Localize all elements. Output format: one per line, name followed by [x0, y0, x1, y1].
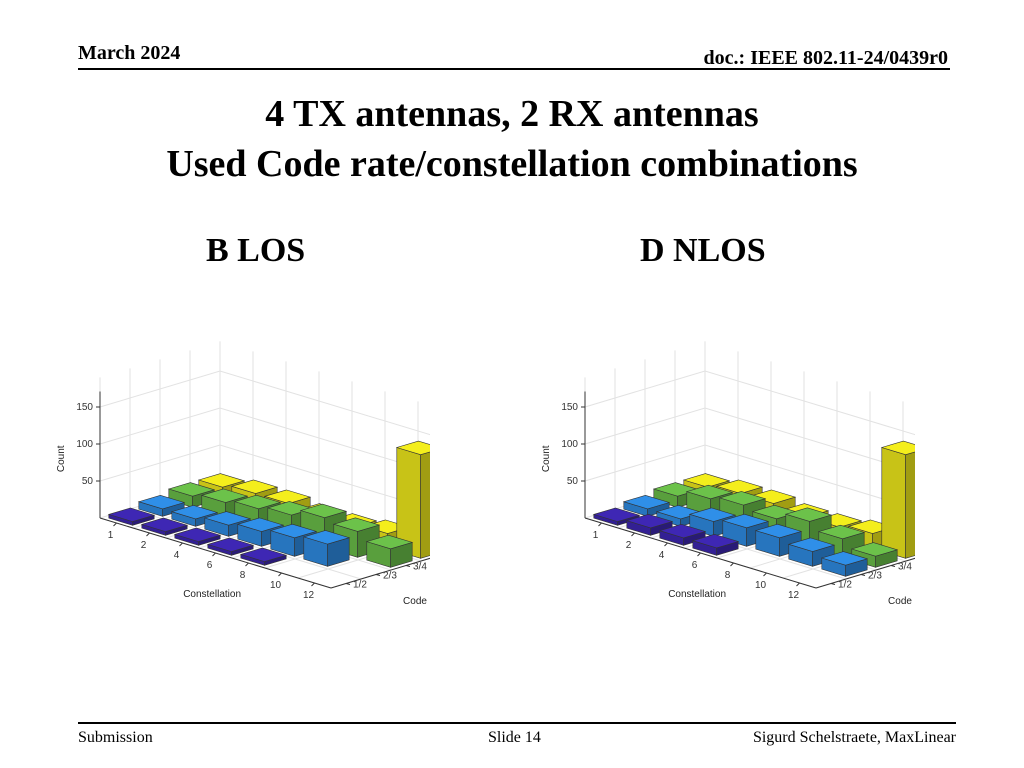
footer-rule: [78, 722, 956, 724]
chart-title-d-nlos: D NLOS: [640, 232, 766, 269]
x-tick-label: 10: [755, 580, 767, 591]
x-tick: [697, 552, 701, 557]
bar-12-2-3: [820, 551, 869, 577]
chart-d-nlos: 50 100 150 Count 1 2 4 6 8 10 12 Constellation 1/2 2/…: [535, 330, 915, 630]
x-tick-label: 12: [303, 590, 315, 601]
y-axis-label: Code rate: [888, 596, 915, 607]
bar-10-2-3: [302, 530, 351, 567]
bar-4-1-2: [658, 523, 707, 546]
x-tick-label: 6: [207, 560, 213, 571]
x-tick: [212, 552, 216, 557]
chart-b-los: 50 100 150 Count 1 2 4 6 8 10 12 Constellation 1/2 2/…: [50, 330, 430, 630]
y-tick: [375, 574, 381, 576]
slide-title-line2: Used Code rate/constellation combination…: [166, 143, 858, 185]
header-rule: [78, 68, 950, 70]
x-tick-label: 12: [788, 590, 800, 601]
x-tick: [113, 522, 117, 527]
x-tick-label: 1: [593, 530, 599, 541]
x-tick-label: 1: [108, 530, 114, 541]
z-tick-label: 50: [567, 476, 579, 487]
bar-8-1-2: [239, 547, 288, 566]
bar-2-1-2: [140, 517, 189, 536]
x-tick: [631, 532, 635, 537]
x-tick-label: 4: [174, 550, 180, 561]
bar3d-chart-b-los: 50100150Count124681012Constellation1/22/…: [56, 341, 430, 607]
x-tick: [598, 522, 602, 527]
z-tick-label: 50: [82, 476, 94, 487]
x-tick-label: 8: [240, 570, 246, 581]
bar-1-1-2: [107, 507, 156, 526]
x-tick: [763, 572, 767, 577]
x-tick-label: 4: [659, 550, 665, 561]
x-tick: [730, 562, 734, 567]
x-tick-label: 8: [725, 570, 731, 581]
z-tick-label: 150: [561, 402, 578, 413]
y-tick-label: 3/4: [898, 562, 912, 573]
x-axis-label: Constellation: [668, 589, 726, 600]
y-tick-label: 2/3: [383, 571, 397, 582]
y-tick: [345, 583, 351, 585]
bar-12-3-4: [365, 534, 414, 568]
x-tick: [311, 582, 315, 587]
z-tick-label: 100: [561, 439, 578, 450]
bar-12-5-6: [880, 440, 915, 559]
y-axis: [330, 557, 430, 589]
z-tick-label: 100: [76, 439, 93, 450]
bar-2-1-2: [625, 513, 674, 536]
bar-1-2-3: [137, 494, 186, 517]
footer-submission: Submission: [78, 729, 153, 746]
bar-6-1-2: [691, 533, 740, 556]
bar-4-1-2: [173, 527, 222, 546]
z-axis-label: Count: [56, 445, 67, 472]
x-tick: [245, 562, 249, 567]
bar3d-chart-d-nlos: 50100150Count124681012Constellation1/22/…: [541, 341, 915, 607]
y-tick: [890, 565, 896, 567]
z-axis-label: Count: [541, 445, 552, 472]
header-date: March 2024: [78, 42, 181, 64]
slide-title-line1: 4 TX antennas, 2 RX antennas: [265, 93, 759, 135]
y-tick-label: 1/2: [353, 580, 367, 591]
bar-6-1-2: [206, 537, 255, 556]
bar-1-1-2: [592, 507, 641, 526]
y-tick: [405, 565, 411, 567]
footer-slide-number: Slide 14: [488, 729, 541, 746]
bar-12-3-4: [850, 542, 899, 568]
y-tick: [860, 574, 866, 576]
y-tick-label: 1/2: [838, 580, 852, 591]
bars: [592, 440, 915, 577]
z-tick-label: 150: [76, 402, 93, 413]
y-axis-label: Code rate: [403, 596, 430, 607]
x-tick: [664, 542, 668, 547]
bar-12-5-6: [395, 440, 430, 559]
chart-title-b-los: B LOS: [206, 232, 306, 269]
x-tick: [179, 542, 183, 547]
y-tick-label: 3/4: [413, 562, 427, 573]
bar-10-3-4: [817, 524, 866, 558]
x-axis-label: Constellation: [183, 589, 241, 600]
bar-1-2-3: [622, 494, 671, 517]
x-tick-label: 2: [141, 540, 147, 551]
x-tick-label: 2: [626, 540, 632, 551]
x-tick-label: 6: [692, 560, 698, 571]
y-tick: [830, 583, 836, 585]
x-tick: [146, 532, 150, 537]
x-tick-label: 10: [270, 580, 282, 591]
y-axis: [815, 557, 915, 589]
x-tick: [278, 572, 282, 577]
bars: [107, 440, 430, 568]
x-tick: [796, 582, 800, 587]
footer-author: Sigurd Schelstraete, MaxLinear: [752, 729, 956, 746]
header-doc-id: doc.: IEEE 802.11-24/0439r0: [703, 47, 948, 69]
y-tick-label: 2/3: [868, 571, 882, 582]
